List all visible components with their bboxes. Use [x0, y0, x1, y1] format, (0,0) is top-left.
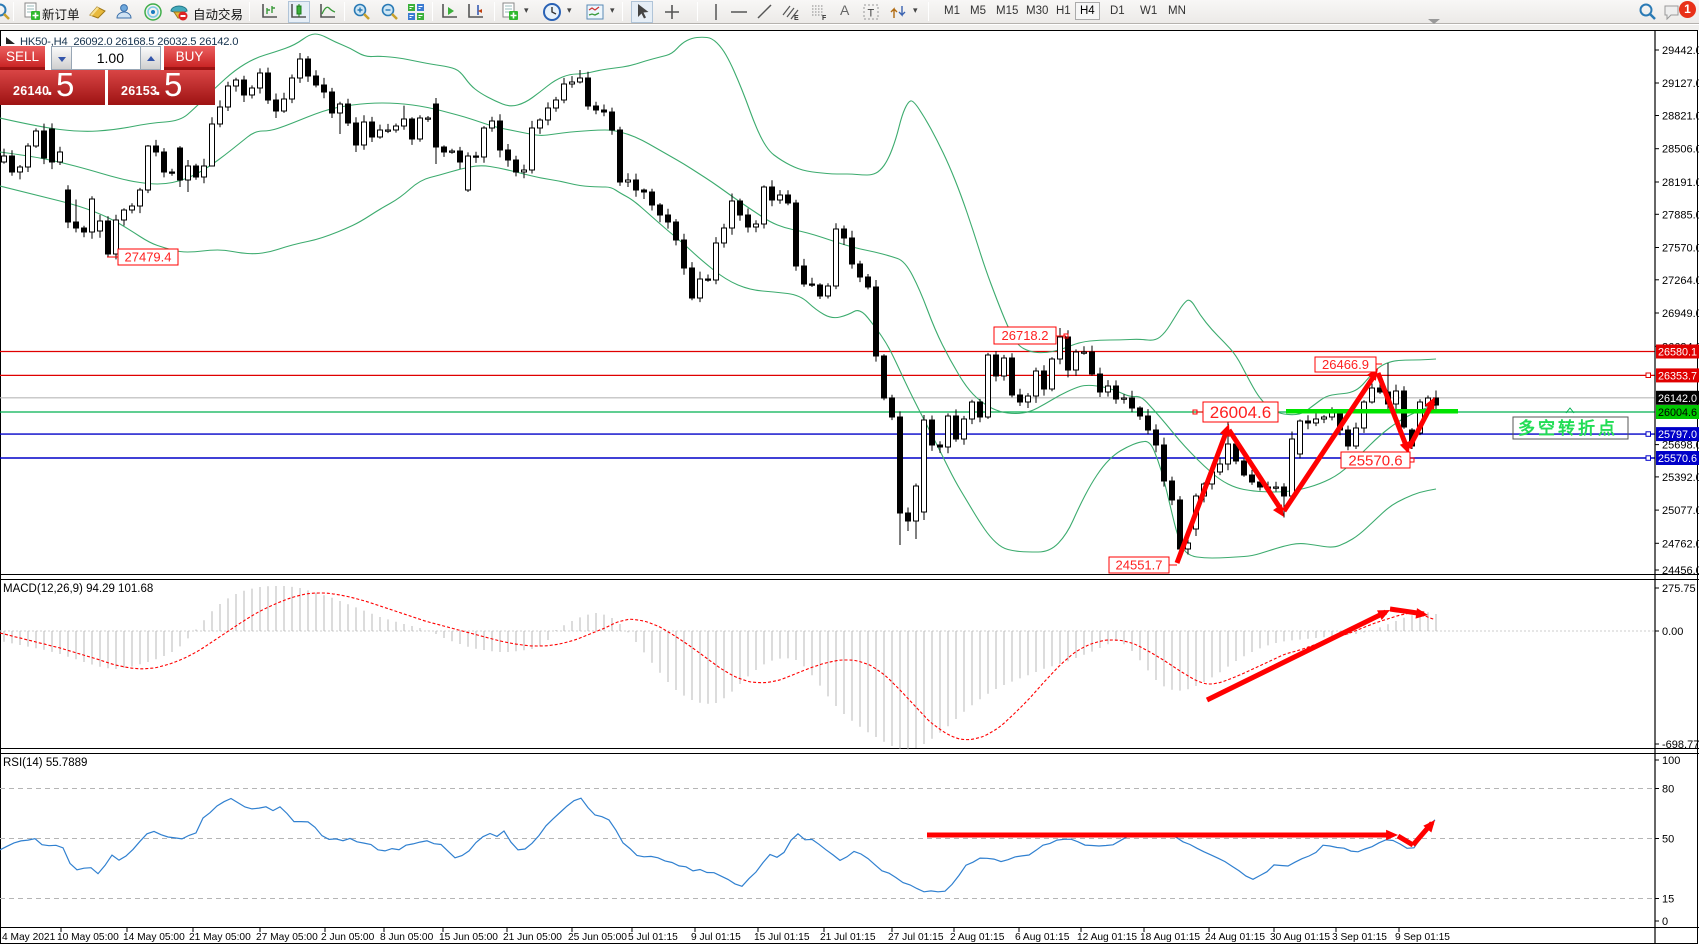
svg-text:26353.7: 26353.7 — [1658, 370, 1697, 382]
svg-text:F: F — [822, 15, 827, 22]
svg-text:28191.0: 28191.0 — [1662, 177, 1699, 189]
svg-text:27264.0: 27264.0 — [1662, 275, 1699, 287]
svg-text:275.75: 275.75 — [1662, 583, 1696, 595]
svg-text:9 Sep 01:15: 9 Sep 01:15 — [1395, 932, 1450, 943]
svg-text:27570.0: 27570.0 — [1662, 243, 1699, 255]
svg-text:26466.9: 26466.9 — [1322, 357, 1369, 372]
svg-text:26580.1: 26580.1 — [1658, 347, 1697, 359]
svg-text:27 May 05:00: 27 May 05:00 — [256, 932, 318, 943]
svg-text:26142.0: 26142.0 — [1658, 393, 1697, 405]
svg-text:27885.0: 27885.0 — [1662, 209, 1699, 221]
svg-text:80: 80 — [1662, 784, 1674, 796]
svg-text:15: 15 — [1662, 894, 1674, 906]
svg-text:25 Jun 05:00: 25 Jun 05:00 — [568, 932, 627, 943]
svg-text:MACD(12,26,9) 94.29 101.68: MACD(12,26,9) 94.29 101.68 — [3, 583, 153, 595]
svg-text:9 Jul 01:15: 9 Jul 01:15 — [691, 932, 741, 943]
svg-text:25077.0: 25077.0 — [1662, 505, 1699, 517]
svg-text:26718.2: 26718.2 — [1002, 328, 1049, 343]
svg-text:T: T — [868, 8, 875, 20]
svg-text:28506.0: 28506.0 — [1662, 144, 1699, 156]
svg-text:24551.7: 24551.7 — [1116, 558, 1163, 573]
svg-text:10 May 05:00: 10 May 05:00 — [57, 932, 119, 943]
svg-text:30 Aug 01:15: 30 Aug 01:15 — [1270, 932, 1330, 943]
svg-text:25570.6: 25570.6 — [1348, 452, 1402, 469]
svg-text:21 Jun 05:00: 21 Jun 05:00 — [503, 932, 562, 943]
svg-text:15 Jul 01:15: 15 Jul 01:15 — [754, 932, 810, 943]
svg-text:2 Aug 01:15: 2 Aug 01:15 — [950, 932, 1005, 943]
svg-text:0: 0 — [1662, 916, 1668, 928]
svg-text:4 May 2021: 4 May 2021 — [2, 932, 56, 943]
svg-text:27 Jul 01:15: 27 Jul 01:15 — [888, 932, 944, 943]
svg-text:14 May 05:00: 14 May 05:00 — [123, 932, 185, 943]
svg-text:0.00: 0.00 — [1662, 626, 1683, 638]
svg-text:E: E — [794, 15, 799, 22]
svg-text:21 May 05:00: 21 May 05:00 — [189, 932, 251, 943]
svg-text:100: 100 — [1662, 755, 1680, 767]
svg-text:15 Jun 05:00: 15 Jun 05:00 — [439, 932, 498, 943]
svg-text:21 Jul 01:15: 21 Jul 01:15 — [820, 932, 876, 943]
svg-text:-698.77: -698.77 — [1662, 739, 1699, 751]
svg-text:29127.0: 29127.0 — [1662, 78, 1699, 90]
svg-text:12 Aug 01:15: 12 Aug 01:15 — [1077, 932, 1137, 943]
svg-text:25698.0: 25698.0 — [1662, 440, 1699, 452]
svg-text:28821.0: 28821.0 — [1662, 111, 1699, 123]
svg-text:50: 50 — [1662, 834, 1674, 846]
svg-text:24456.0: 24456.0 — [1662, 565, 1699, 577]
svg-text:8 Jun 05:00: 8 Jun 05:00 — [380, 932, 434, 943]
svg-text:26949.0: 26949.0 — [1662, 308, 1699, 320]
svg-text:6 Aug 01:15: 6 Aug 01:15 — [1015, 932, 1070, 943]
svg-text:25570.6: 25570.6 — [1658, 453, 1697, 465]
svg-text:18 Aug 01:15: 18 Aug 01:15 — [1140, 932, 1200, 943]
svg-text:25392.0: 25392.0 — [1662, 472, 1699, 484]
svg-text:2 Jun 05:00: 2 Jun 05:00 — [321, 932, 375, 943]
svg-text:HK50-,H4 26092.0 26168.5 2603: HK50-,H4 26092.0 26168.5 26032.5 26142.0 — [20, 36, 238, 48]
svg-text:多空转折点: 多空转折点 — [1518, 418, 1618, 438]
svg-text:5 Jul 01:15: 5 Jul 01:15 — [628, 932, 678, 943]
svg-text:25797.0: 25797.0 — [1658, 429, 1697, 441]
svg-text:27479.4: 27479.4 — [125, 250, 172, 265]
svg-text:3 Sep 01:15: 3 Sep 01:15 — [1332, 932, 1387, 943]
svg-text:RSI(14) 55.7889: RSI(14) 55.7889 — [3, 757, 87, 769]
svg-text:29442.0: 29442.0 — [1662, 45, 1699, 57]
svg-text:26004.6: 26004.6 — [1210, 403, 1271, 422]
svg-text:24 Aug 01:15: 24 Aug 01:15 — [1205, 932, 1265, 943]
svg-text:26004.6: 26004.6 — [1658, 407, 1697, 419]
svg-text:24762.0: 24762.0 — [1662, 538, 1699, 550]
